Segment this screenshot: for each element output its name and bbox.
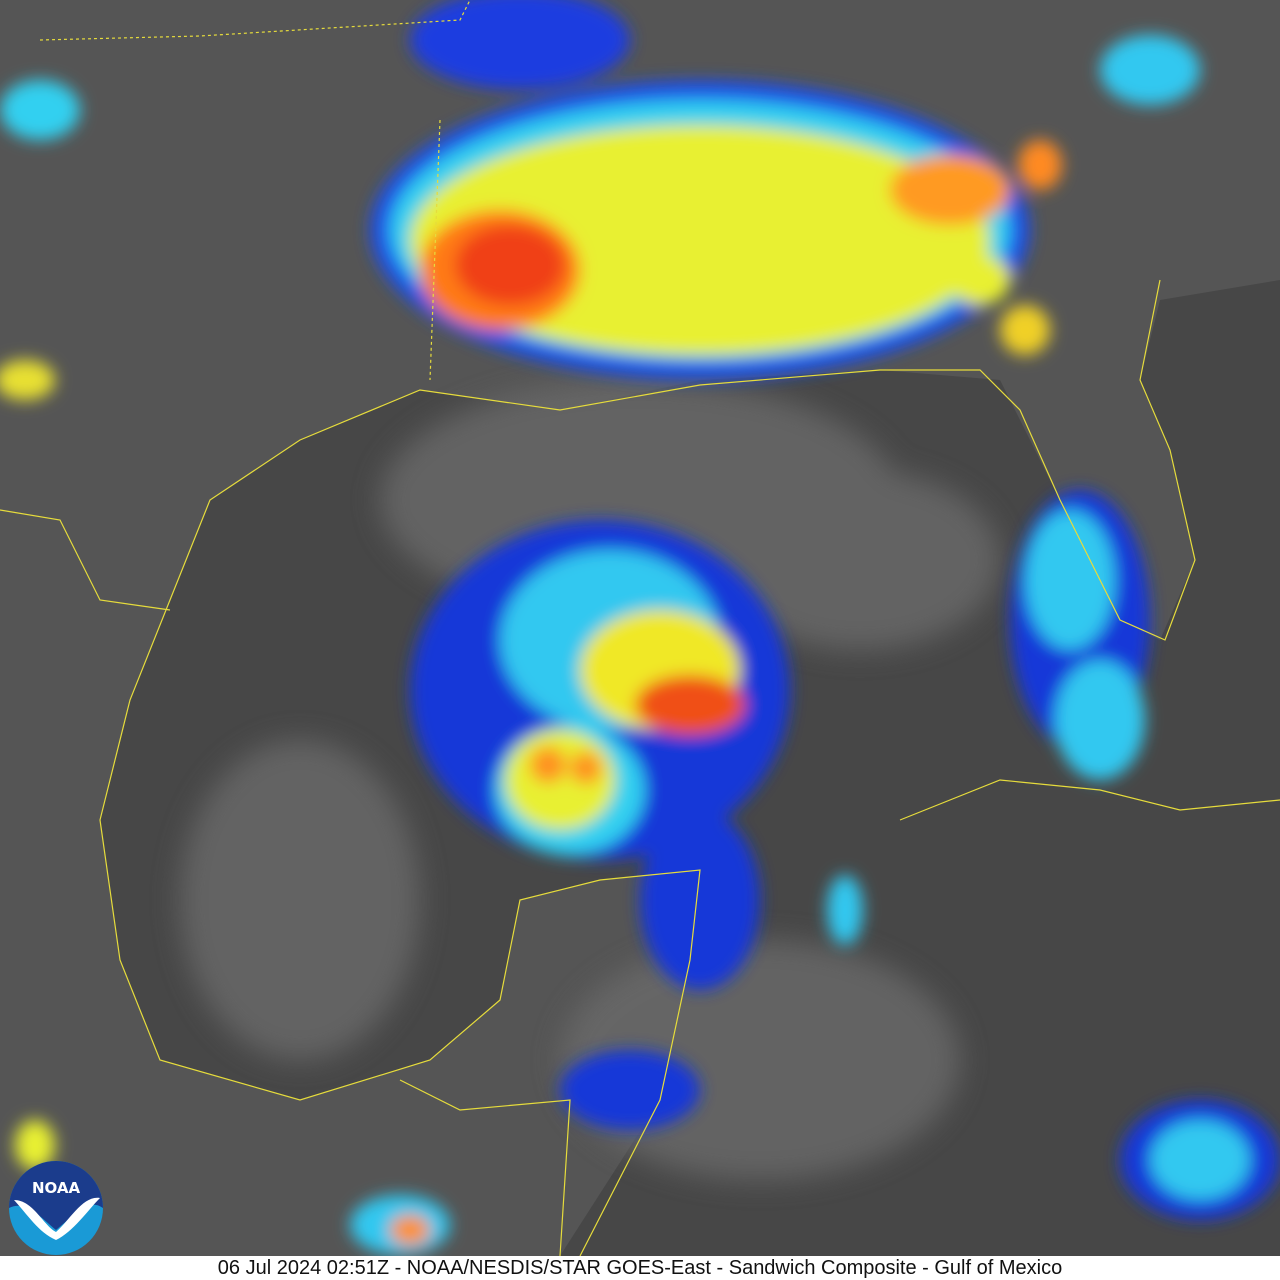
image-caption: 06 Jul 2024 02:51Z - NOAA/NESDIS/STAR GO… xyxy=(0,1256,1280,1280)
svg-text:NOAA: NOAA xyxy=(32,1179,81,1197)
cloud-tops-east xyxy=(15,490,1280,1255)
cloud-tops-north xyxy=(0,0,1200,400)
noaa-logo: NOAA xyxy=(9,1161,103,1255)
storm-system-central xyxy=(410,520,863,1130)
